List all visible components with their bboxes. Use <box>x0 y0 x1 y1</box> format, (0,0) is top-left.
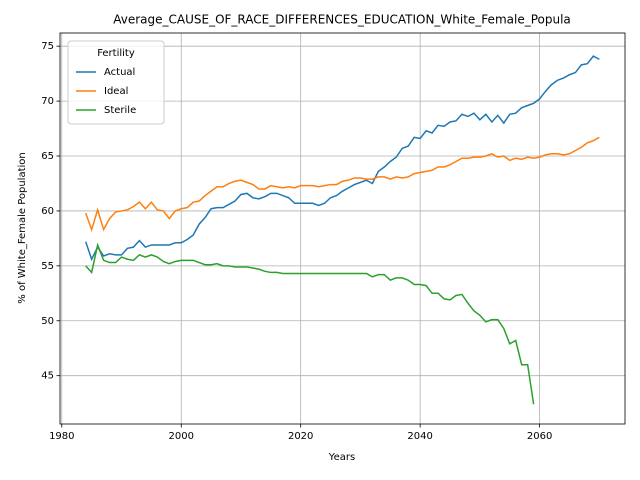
legend-title: Fertility <box>97 48 135 59</box>
x-tick-label: 2020 <box>288 431 313 442</box>
y-tick-label: 50 <box>41 316 54 327</box>
plot-frame <box>59 32 626 425</box>
x-tick-label: 2060 <box>527 431 552 442</box>
y-axis-label: % of White_Female Population <box>17 152 28 303</box>
y-tick-label: 60 <box>41 206 54 217</box>
chart-title: Average_CAUSE_OF_RACE_DIFFERENCES_EDUCAT… <box>113 13 571 27</box>
legend-label: Ideal <box>104 86 128 97</box>
y-tick-label: 45 <box>41 371 54 382</box>
x-tick-label: 2040 <box>407 431 432 442</box>
legend-label: Actual <box>104 67 135 78</box>
legend-label: Sterile <box>104 105 136 116</box>
data-line <box>84 55 600 262</box>
y-tick-label: 75 <box>41 41 54 52</box>
x-axis-label: Years <box>328 452 355 463</box>
data-line <box>84 136 600 232</box>
legend-box <box>67 40 165 125</box>
x-tick-label: 1980 <box>49 431 74 442</box>
data-line <box>85 242 535 405</box>
y-tick-label: 70 <box>41 96 54 107</box>
y-tick-label: 55 <box>41 261 54 272</box>
legend: Fertility Actual Ideal Sterile <box>67 40 165 125</box>
x-tick-label: 2000 <box>169 431 194 442</box>
y-tick-label: 65 <box>41 151 54 162</box>
